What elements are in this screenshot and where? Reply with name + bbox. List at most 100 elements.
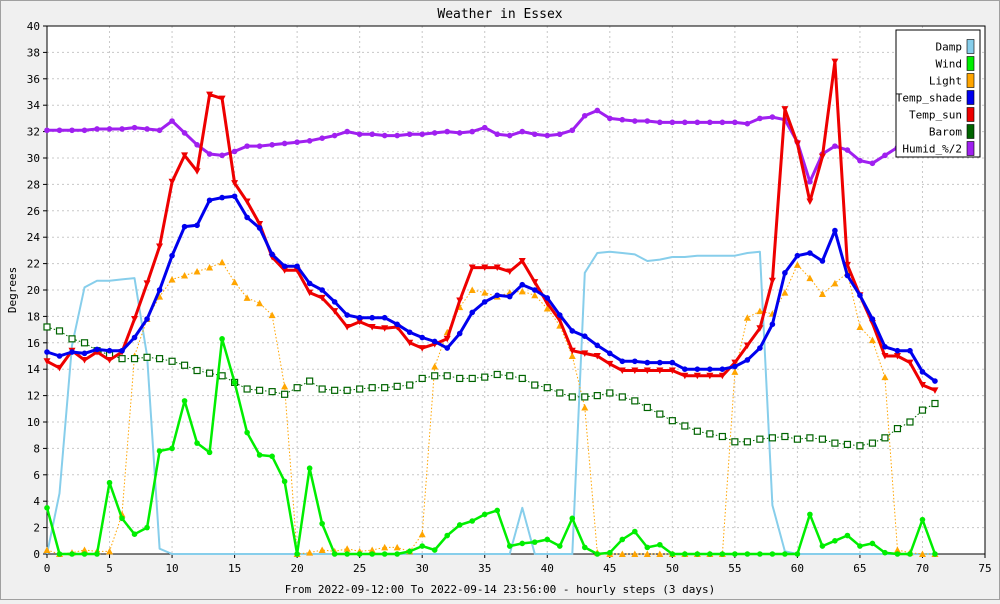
- data-point: [44, 127, 50, 134]
- data-point: [243, 385, 251, 393]
- data-point: [106, 547, 114, 555]
- data-point: [256, 299, 264, 307]
- data-point: [607, 549, 613, 556]
- data-point: [381, 551, 388, 557]
- data-point: [106, 347, 113, 354]
- data-point: [56, 364, 64, 372]
- data-point: [619, 536, 626, 543]
- data-point: [807, 178, 813, 185]
- data-point: [844, 532, 851, 539]
- legend-swatch-damp: [966, 39, 975, 54]
- legend-swatch-temp-shade: [966, 90, 975, 105]
- data-point: [156, 448, 163, 454]
- x-tick-label: 75: [978, 562, 991, 575]
- data-point: [444, 128, 451, 135]
- data-point: [781, 106, 789, 113]
- data-point: [106, 479, 113, 486]
- data-point: [219, 194, 225, 201]
- data-point: [155, 355, 164, 363]
- data-point: [781, 289, 789, 296]
- data-point: [682, 551, 688, 557]
- data-point: [744, 120, 751, 127]
- data-point: [181, 398, 188, 404]
- data-point: [669, 551, 676, 557]
- data-point: [518, 257, 526, 265]
- x-tick-label: 25: [353, 562, 366, 575]
- x-tick-label: 20: [291, 562, 304, 575]
- data-point: [681, 422, 689, 430]
- data-point: [381, 543, 389, 551]
- data-point: [456, 330, 463, 337]
- series-wind: [44, 336, 938, 557]
- data-point: [169, 445, 175, 452]
- data-point: [506, 268, 514, 276]
- data-point: [319, 520, 325, 527]
- x-tick-label: 40: [541, 562, 554, 575]
- data-point: [581, 112, 588, 119]
- data-point: [832, 143, 838, 149]
- data-point: [594, 107, 601, 114]
- data-point: [831, 58, 839, 66]
- data-point: [693, 372, 701, 380]
- data-point: [343, 323, 351, 331]
- series-temp-sun: [43, 58, 939, 394]
- data-point: [94, 551, 100, 557]
- data-point: [718, 372, 726, 380]
- data-point: [869, 160, 876, 167]
- data-point: [343, 545, 351, 552]
- data-point: [893, 353, 901, 360]
- data-point: [356, 131, 363, 138]
- data-point: [793, 140, 801, 147]
- data-point: [406, 548, 413, 555]
- data-point: [231, 278, 239, 286]
- data-point: [456, 297, 464, 305]
- y-tick-label: 36: [27, 73, 40, 86]
- data-point: [319, 135, 325, 141]
- data-point: [857, 157, 863, 164]
- data-point: [769, 321, 776, 328]
- data-point: [544, 132, 551, 139]
- data-point: [269, 453, 275, 460]
- data-point: [443, 372, 451, 380]
- data-point: [144, 126, 150, 132]
- axes: 0 5 10 15 20 25 30 35 40 45 50 55 60 65 70 750246810121…: [27, 20, 992, 575]
- data-point: [618, 393, 626, 401]
- data-point: [381, 314, 388, 321]
- legend-label-wind: Wind: [936, 58, 963, 71]
- data-point: [131, 531, 138, 537]
- data-point: [244, 429, 250, 436]
- data-point: [743, 438, 751, 446]
- data-point: [69, 127, 75, 134]
- data-point: [231, 379, 238, 386]
- data-point: [731, 359, 739, 367]
- data-point: [694, 551, 701, 557]
- data-point: [344, 312, 350, 318]
- data-point: [719, 551, 726, 557]
- data-point: [732, 363, 738, 370]
- data-point: [481, 289, 489, 296]
- data-point: [130, 355, 139, 363]
- data-point: [180, 361, 189, 369]
- data-point: [219, 336, 225, 342]
- data-point: [331, 386, 339, 394]
- data-point: [406, 381, 414, 389]
- data-point: [119, 347, 125, 354]
- data-point: [631, 367, 639, 375]
- data-point: [544, 536, 551, 543]
- data-point: [631, 550, 639, 557]
- data-point: [831, 279, 839, 287]
- data-point: [643, 367, 651, 375]
- data-point: [169, 252, 175, 259]
- y-tick-label: 32: [27, 126, 40, 139]
- data-point: [43, 546, 51, 554]
- data-point: [657, 359, 663, 366]
- data-point: [181, 223, 188, 230]
- data-point: [581, 393, 589, 401]
- data-point: [906, 418, 914, 426]
- y-tick-label: 2: [33, 522, 40, 535]
- data-point: [143, 280, 151, 287]
- data-point: [756, 325, 764, 332]
- data-point: [343, 386, 351, 394]
- data-point: [619, 116, 626, 123]
- legend-swatch-barom: [966, 124, 975, 139]
